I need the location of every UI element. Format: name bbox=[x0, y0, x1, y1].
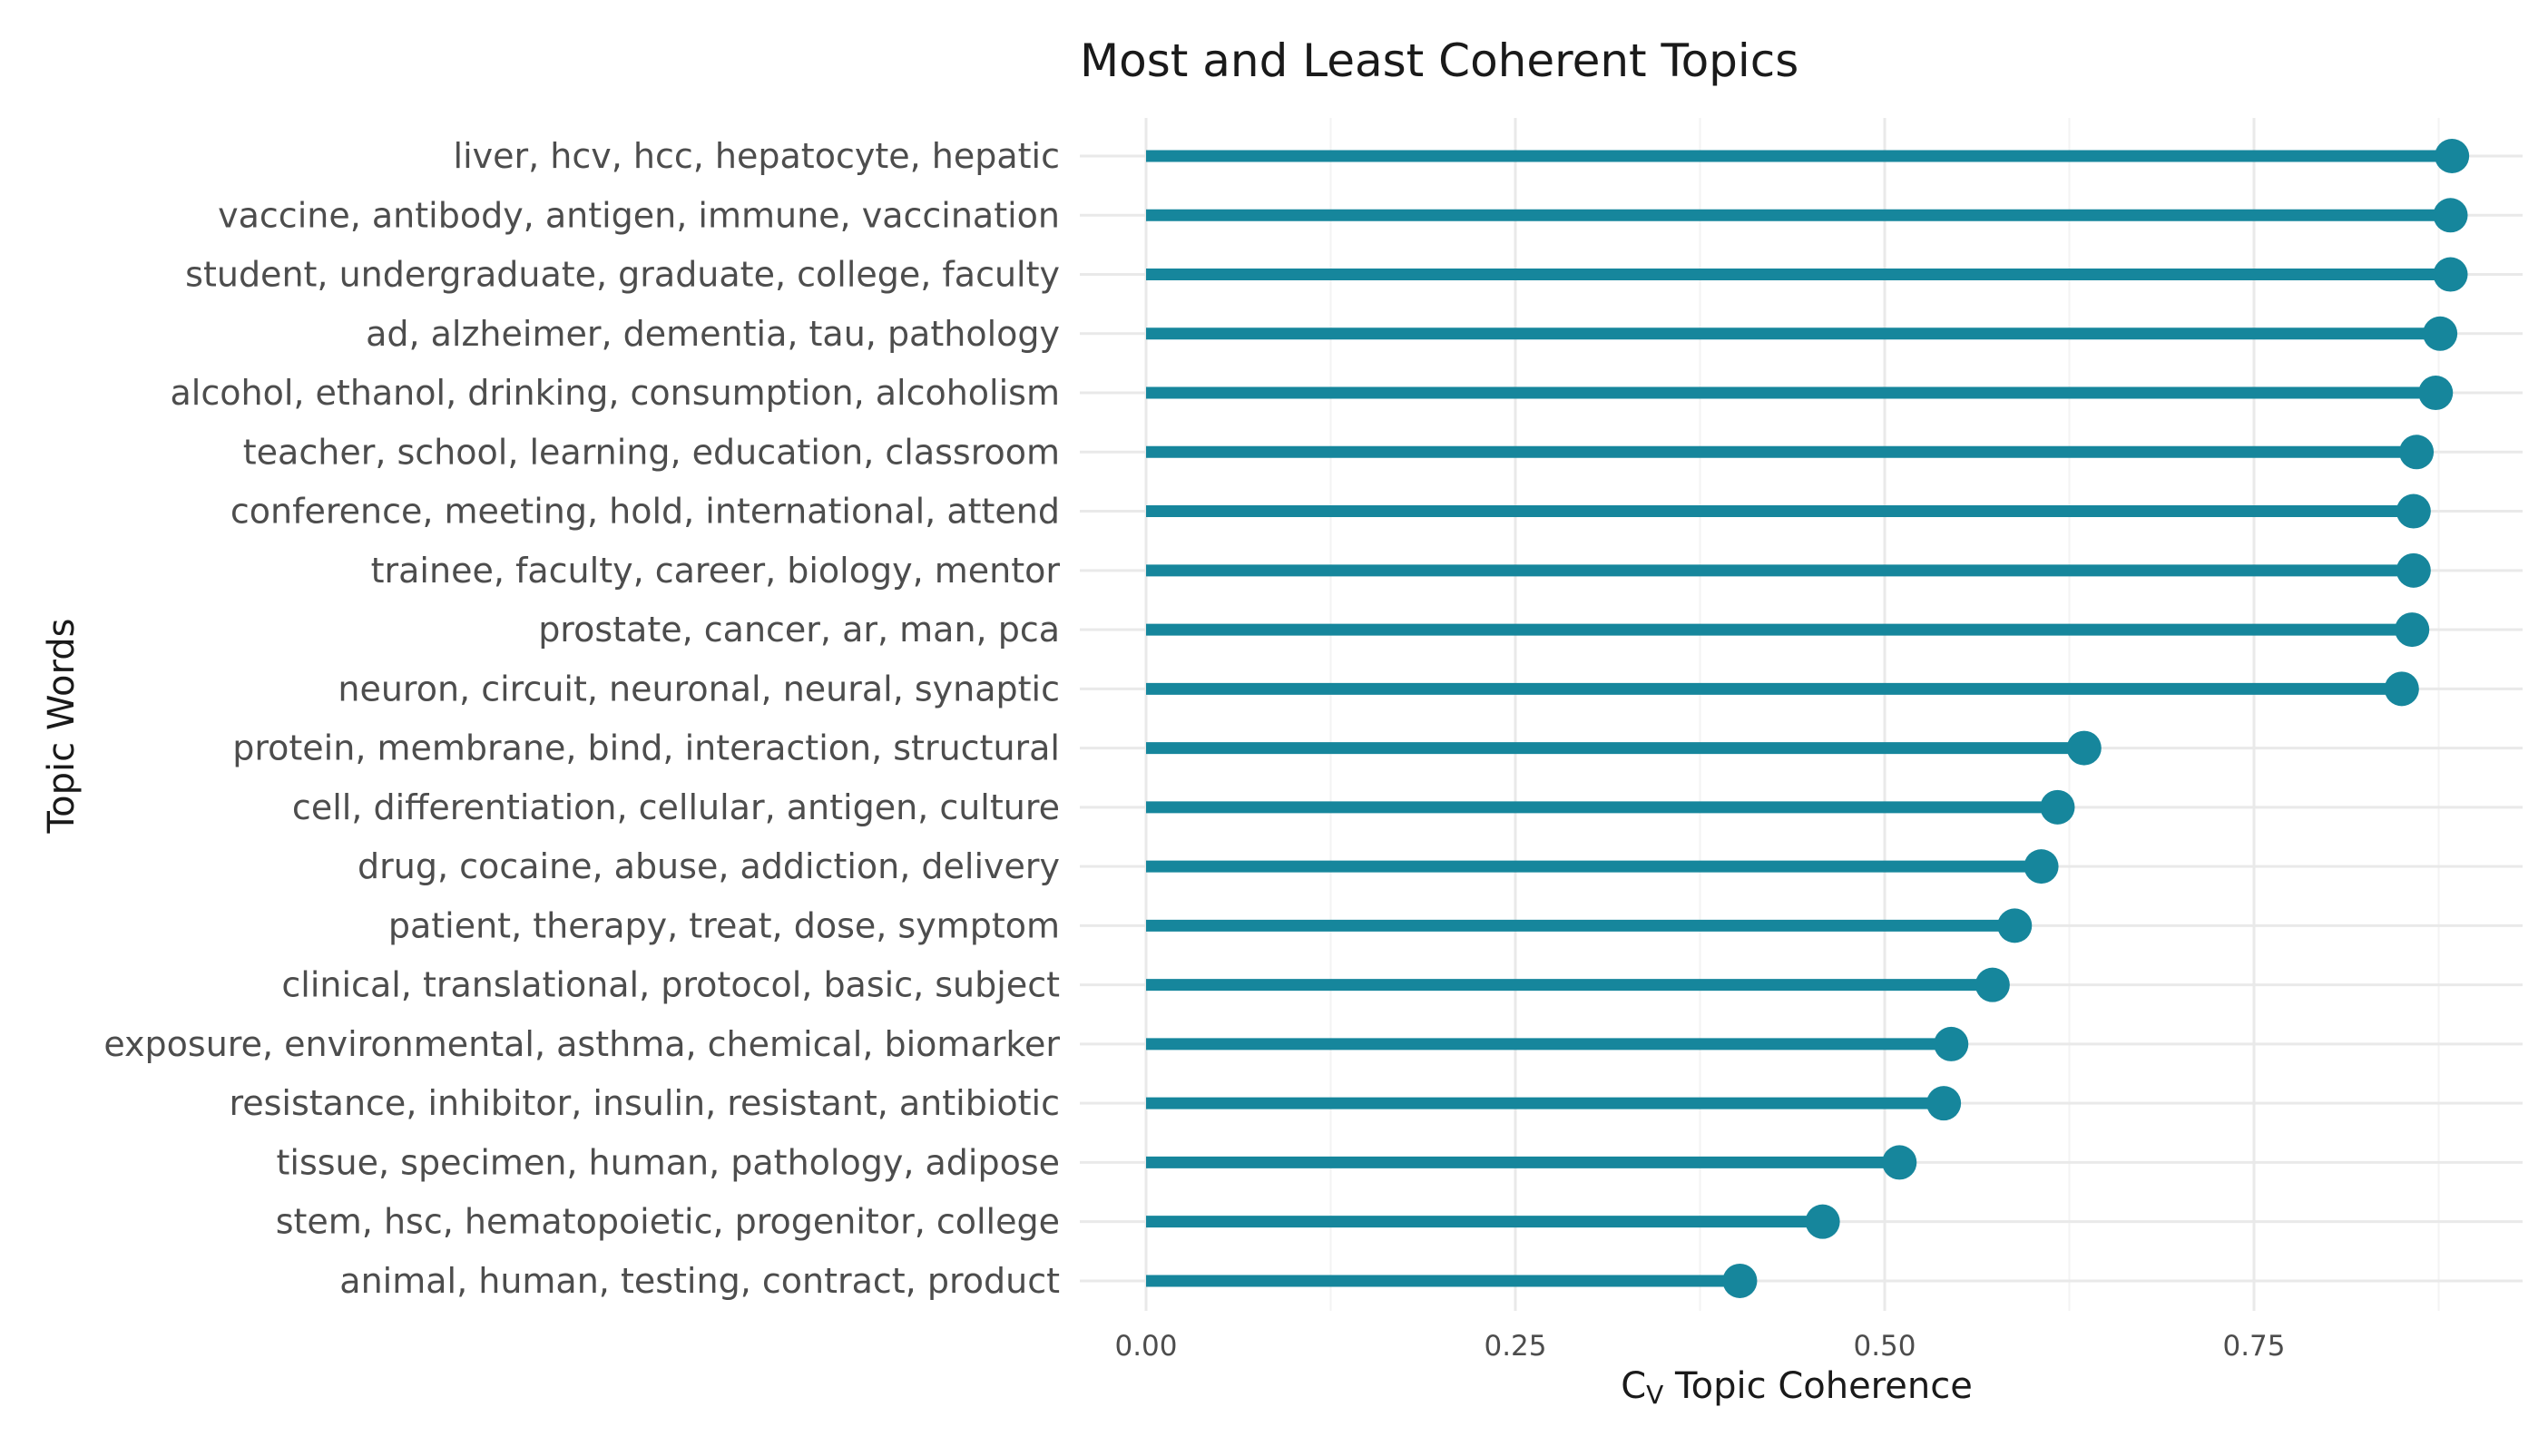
lollipop-point bbox=[1926, 1086, 1962, 1121]
lollipop-point bbox=[1722, 1263, 1758, 1298]
category-label: ad, alzheimer, dementia, tau, pathology bbox=[366, 314, 1060, 354]
x-axis-label-rest: Topic Coherence bbox=[1663, 1365, 1973, 1407]
lollipop bbox=[1146, 849, 2059, 884]
category-label: clinical, translational, protocol, basic… bbox=[281, 965, 1060, 1005]
category-label: vaccine, antibody, antigen, immune, vacc… bbox=[218, 195, 1060, 235]
category-label: trainee, faculty, career, biology, mento… bbox=[371, 551, 1061, 591]
lollipop bbox=[1146, 493, 2431, 529]
category-label: stem, hsc, hematopoietic, progenitor, co… bbox=[276, 1202, 1060, 1242]
category-label: teacher, school, learning, education, cl… bbox=[243, 432, 1060, 472]
category-label: resistance, inhibitor, insulin, resistan… bbox=[229, 1083, 1060, 1123]
lollipop-point bbox=[2024, 849, 2059, 884]
lollipop-point bbox=[2384, 671, 2419, 707]
lollipop-point bbox=[2399, 435, 2435, 470]
lollipop-point bbox=[1997, 908, 2033, 943]
lollipop bbox=[1146, 139, 2470, 173]
lollipop bbox=[1146, 789, 2075, 825]
lollipop bbox=[1146, 198, 2468, 233]
x-tick-labels: 0.00 0.25 0.50 0.75 bbox=[1114, 1330, 2285, 1363]
lollipop bbox=[1146, 257, 2468, 292]
lollipop bbox=[1146, 967, 2010, 1002]
lollipop bbox=[1146, 908, 2033, 943]
lollipop bbox=[1146, 612, 2430, 648]
x-axis-label: CV Topic Coherence bbox=[1621, 1365, 1973, 1410]
lollipop-point bbox=[2423, 316, 2458, 351]
lollipop bbox=[1146, 1086, 1962, 1121]
lollipop bbox=[1146, 671, 2419, 707]
x-axis-label-subscript: V bbox=[1646, 1380, 1664, 1410]
category-label: prostate, cancer, ar, man, pca bbox=[538, 610, 1060, 650]
lollipop bbox=[1146, 1145, 1917, 1180]
x-axis-label-main: C bbox=[1621, 1365, 1647, 1407]
lollipop-point bbox=[1882, 1145, 1917, 1180]
category-label: cell, differentiation, cellular, antigen… bbox=[292, 787, 1060, 827]
y-axis-label: Topic Words bbox=[41, 618, 83, 834]
lollipop bbox=[1146, 435, 2435, 470]
lollipop bbox=[1146, 1263, 1758, 1298]
lollipop-point bbox=[2433, 257, 2468, 292]
lollipop bbox=[1146, 316, 2458, 351]
x-tick-label: 0.75 bbox=[2222, 1330, 2285, 1363]
category-labels: liver, hcv, hcc, hepatocyte, hepatic vacc… bbox=[103, 136, 1060, 1301]
lollipop bbox=[1146, 552, 2431, 588]
lollipop-point bbox=[1805, 1204, 1840, 1239]
lollipop-point bbox=[2395, 612, 2430, 648]
lollipop bbox=[1146, 1026, 1969, 1061]
category-label: student, undergraduate, graduate, colleg… bbox=[185, 255, 1060, 295]
lollipop-point bbox=[2418, 376, 2454, 411]
category-label: exposure, environmental, asthma, chemica… bbox=[103, 1024, 1060, 1064]
lollipop-point bbox=[2066, 730, 2102, 766]
lollipop-point bbox=[2396, 493, 2431, 529]
category-label: protein, membrane, bind, interaction, st… bbox=[232, 728, 1060, 768]
chart-title: Most and Least Coherent Topics bbox=[1080, 34, 1799, 87]
lollipop-point bbox=[2396, 552, 2431, 588]
lollipop-marks bbox=[1146, 139, 2470, 1298]
category-label: liver, hcv, hcc, hepatocyte, hepatic bbox=[454, 136, 1060, 176]
x-tick-label: 0.00 bbox=[1114, 1330, 1177, 1363]
category-label: conference, meeting, hold, international… bbox=[230, 492, 1060, 532]
category-label: animal, human, testing, contract, produc… bbox=[339, 1261, 1060, 1301]
x-tick-label: 0.50 bbox=[1853, 1330, 1916, 1363]
lollipop-point bbox=[1975, 967, 2010, 1002]
category-label: alcohol, ethanol, drinking, consumption,… bbox=[171, 373, 1061, 413]
x-tick-label: 0.25 bbox=[1484, 1330, 1546, 1363]
lollipop-point bbox=[2433, 198, 2468, 233]
category-label: tissue, specimen, human, pathology, adip… bbox=[277, 1142, 1061, 1182]
lollipop-point bbox=[2435, 139, 2470, 173]
lollipop-point bbox=[1934, 1026, 1969, 1061]
grid-lines bbox=[1080, 118, 2523, 1311]
lollipop-point bbox=[2040, 789, 2075, 825]
lollipop bbox=[1146, 1204, 1840, 1239]
category-label: patient, therapy, treat, dose, symptom bbox=[388, 905, 1060, 945]
category-label: drug, cocaine, abuse, addiction, deliver… bbox=[358, 846, 1060, 886]
category-label: neuron, circuit, neuronal, neural, synap… bbox=[338, 669, 1060, 708]
lollipop bbox=[1146, 376, 2454, 411]
lollipop bbox=[1146, 730, 2102, 766]
